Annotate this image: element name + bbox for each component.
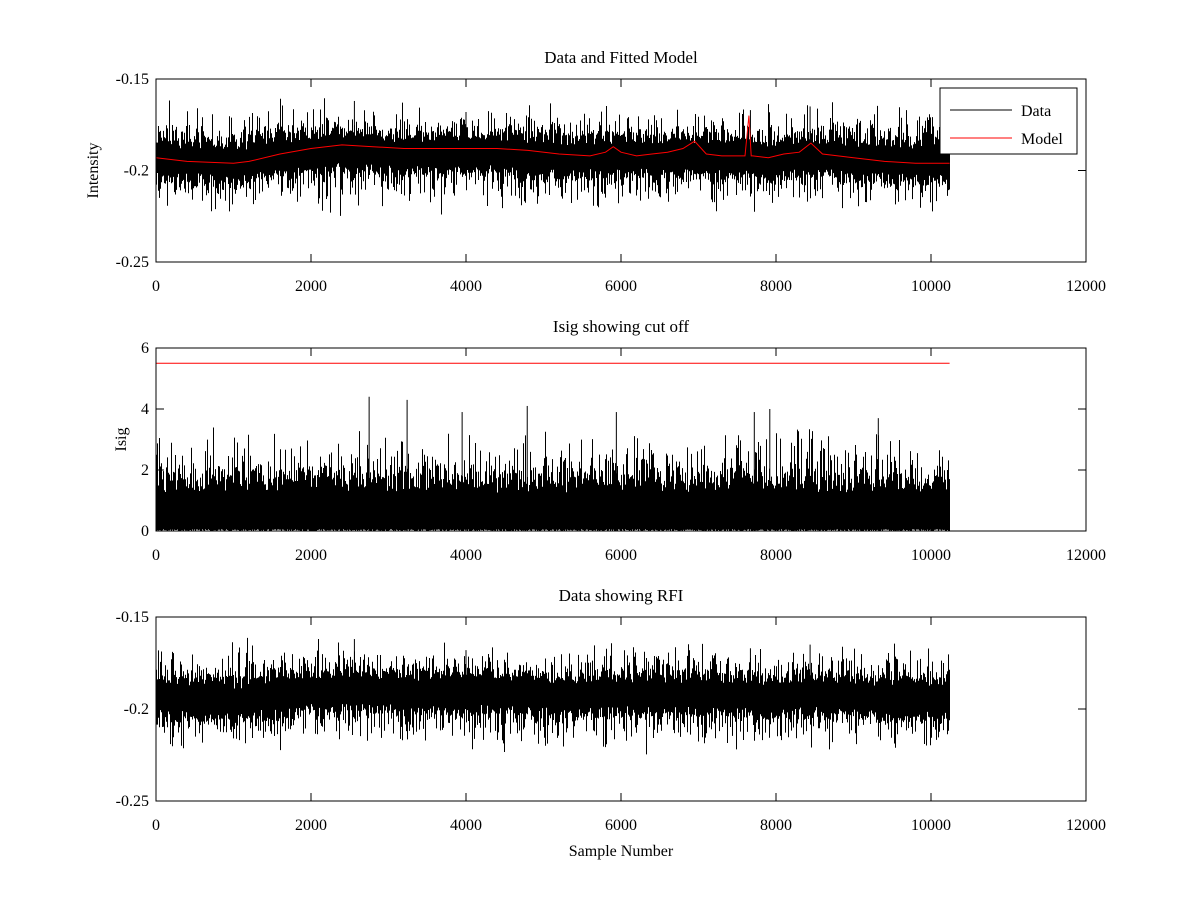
chart-title: Data showing RFI — [559, 586, 684, 605]
y-tick-label: -0.15 — [116, 609, 149, 626]
x-tick-label: 8000 — [760, 817, 792, 834]
y-tick-label: -0.2 — [124, 701, 149, 718]
legend-label-model: Model — [1021, 131, 1063, 148]
x-tick-label: 12000 — [1066, 547, 1106, 564]
legend-box — [939, 87, 1078, 155]
y-tick-label: -0.15 — [116, 71, 149, 88]
x-tick-label: 2000 — [295, 547, 327, 564]
x-tick-label: 6000 — [605, 278, 637, 295]
y-tick-label: -0.25 — [116, 254, 149, 271]
x-tick-label: 0 — [152, 817, 160, 834]
x-tick-label: 0 — [152, 547, 160, 564]
x-tick-label: 12000 — [1066, 278, 1106, 295]
subplot-2: 0 2000 4000 6000 8000 10000 12000 0 2 4 6 Isig show… — [113, 317, 1106, 564]
x-tick-label: 12000 — [1066, 817, 1106, 834]
x-tick-label: 4000 — [450, 278, 482, 295]
y-tick-label: -0.2 — [124, 163, 149, 180]
x-tick-label: 4000 — [450, 547, 482, 564]
subplot-1: 0 2000 4000 6000 8000 10000 12000 -0.15 -0.2 -0.2… — [85, 48, 1106, 295]
x-axis-label: Sample Number — [569, 843, 674, 860]
x-tick-label: 4000 — [450, 817, 482, 834]
x-tick-label: 8000 — [760, 278, 792, 295]
x-tick-label: 10000 — [911, 817, 951, 834]
legend-label-data: Data — [1021, 103, 1051, 120]
subplots: 0 2000 4000 6000 8000 10000 12000-0.15-0.2-0.2… — [85, 48, 1106, 860]
series-model-line — [156, 115, 950, 164]
plot-area — [156, 362, 950, 531]
chart-title: Isig showing cut off — [553, 317, 689, 336]
legend: Data Model — [939, 87, 1078, 155]
x-tick-label: 10000 — [911, 547, 951, 564]
chart-title: Data and Fitted Model — [544, 48, 698, 67]
x-tick-label: 6000 — [605, 547, 637, 564]
x-tick-label: 10000 — [911, 278, 951, 295]
subplot-3: 0 2000 4000 6000 8000 10000 12000 -0.15 -0.2 -0.2… — [116, 586, 1106, 860]
y-tick-label: 2 — [141, 462, 149, 479]
y-axis-label: Intensity — [85, 143, 102, 199]
y-tick-label: 0 — [141, 523, 149, 540]
x-tick-label: 2000 — [295, 278, 327, 295]
y-axis-label: Isig — [113, 428, 130, 452]
x-tick-label: 0 — [152, 278, 160, 295]
x-tick-label: 8000 — [760, 547, 792, 564]
x-tick-label: 6000 — [605, 817, 637, 834]
y-tick-label: 6 — [141, 340, 149, 357]
y-tick-label: 4 — [141, 401, 149, 418]
y-tick-label: -0.25 — [116, 793, 149, 810]
x-tick-label: 2000 — [295, 817, 327, 834]
plot-area — [156, 637, 950, 755]
